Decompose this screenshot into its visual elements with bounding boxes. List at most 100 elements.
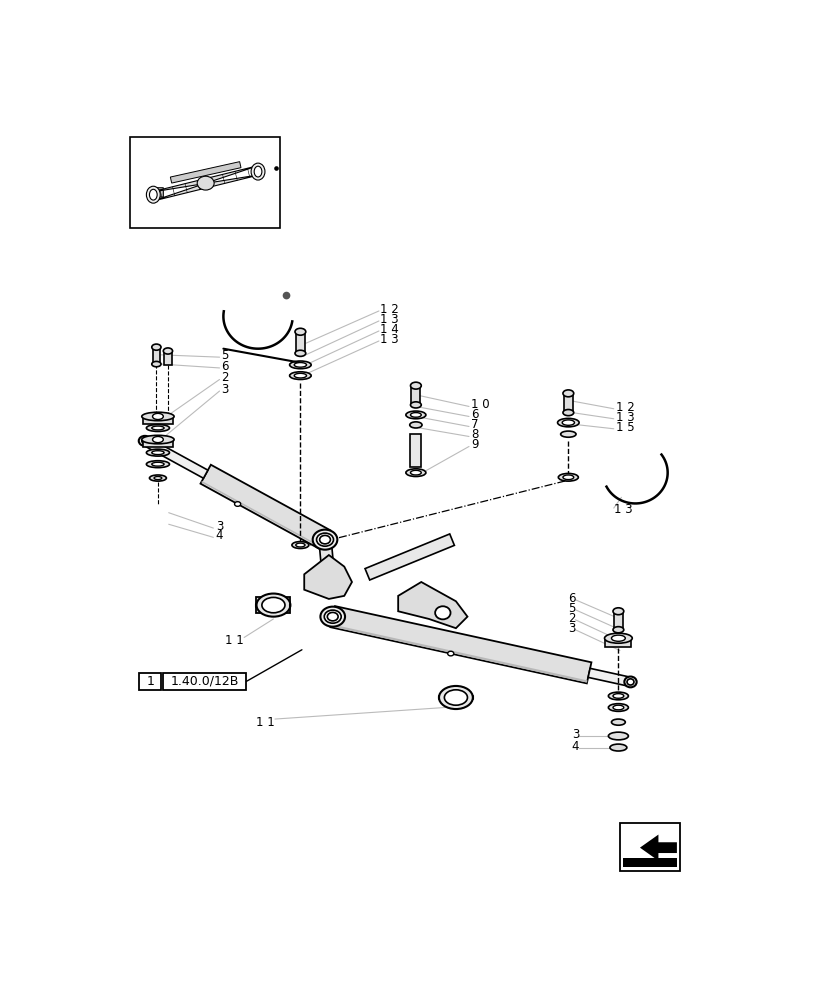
Text: 1: 1 (146, 675, 154, 688)
Ellipse shape (139, 436, 151, 446)
Bar (164, 351, 171, 365)
Text: 7: 7 (471, 418, 478, 431)
Ellipse shape (254, 166, 261, 177)
Ellipse shape (560, 431, 576, 437)
Ellipse shape (234, 502, 241, 506)
Text: 5: 5 (567, 602, 575, 615)
Ellipse shape (562, 475, 573, 480)
Bar (142, 416, 173, 424)
Ellipse shape (604, 633, 632, 643)
Text: 1 3: 1 3 (380, 313, 399, 326)
Bar (411, 386, 420, 405)
Text: 1 5: 1 5 (615, 421, 634, 434)
Ellipse shape (141, 438, 148, 444)
Ellipse shape (146, 461, 170, 468)
Ellipse shape (146, 425, 170, 431)
Ellipse shape (608, 732, 628, 740)
Text: 6: 6 (471, 408, 478, 421)
Ellipse shape (409, 422, 422, 428)
Text: 3: 3 (215, 520, 222, 533)
Ellipse shape (152, 413, 163, 420)
Ellipse shape (163, 348, 172, 354)
Ellipse shape (154, 477, 161, 480)
Bar (563, 393, 572, 413)
Ellipse shape (320, 607, 345, 627)
Ellipse shape (610, 719, 624, 725)
Polygon shape (142, 437, 208, 478)
Text: 3: 3 (221, 383, 228, 396)
Bar (142, 440, 173, 447)
Text: 1 0: 1 0 (471, 398, 490, 411)
Polygon shape (201, 481, 321, 548)
Circle shape (274, 166, 279, 171)
Ellipse shape (150, 475, 166, 481)
Ellipse shape (151, 462, 164, 466)
Text: 2: 2 (567, 612, 575, 625)
Polygon shape (148, 188, 163, 197)
Ellipse shape (405, 411, 425, 419)
Polygon shape (318, 539, 335, 583)
Ellipse shape (608, 692, 628, 700)
Ellipse shape (612, 694, 623, 698)
Text: 3: 3 (567, 622, 575, 635)
Ellipse shape (609, 744, 626, 751)
Text: 4: 4 (571, 740, 578, 753)
Ellipse shape (261, 597, 284, 613)
Ellipse shape (410, 382, 421, 389)
Ellipse shape (152, 436, 163, 443)
Ellipse shape (626, 679, 633, 685)
Bar (139, 673, 160, 690)
Polygon shape (330, 606, 590, 683)
Ellipse shape (612, 627, 623, 633)
Text: 4: 4 (215, 529, 223, 542)
Ellipse shape (197, 176, 214, 190)
Ellipse shape (557, 473, 577, 481)
Ellipse shape (435, 606, 450, 619)
Ellipse shape (624, 677, 636, 687)
Ellipse shape (151, 361, 160, 367)
Text: 1 4: 1 4 (380, 323, 399, 336)
Text: 2: 2 (221, 371, 228, 384)
Ellipse shape (444, 690, 467, 705)
Bar (622, 858, 676, 867)
Ellipse shape (319, 535, 330, 544)
Ellipse shape (610, 635, 624, 641)
Bar (619, 823, 679, 871)
Text: 8: 8 (471, 428, 478, 441)
Ellipse shape (294, 350, 305, 356)
Ellipse shape (562, 410, 573, 416)
Polygon shape (330, 624, 587, 683)
Bar (410, 434, 421, 466)
Text: 1 2: 1 2 (615, 401, 634, 414)
Bar (130, 137, 280, 228)
Text: 1.40.0/12B: 1.40.0/12B (170, 675, 239, 688)
Ellipse shape (146, 186, 160, 203)
Polygon shape (256, 597, 290, 613)
Ellipse shape (294, 328, 305, 335)
Ellipse shape (316, 533, 333, 546)
Ellipse shape (251, 163, 265, 180)
Ellipse shape (612, 705, 623, 710)
Ellipse shape (292, 542, 308, 549)
Ellipse shape (151, 344, 160, 350)
Ellipse shape (447, 651, 453, 656)
Text: 1 3: 1 3 (615, 411, 634, 424)
Bar (605, 638, 631, 647)
Ellipse shape (295, 543, 304, 547)
Ellipse shape (141, 435, 174, 444)
Ellipse shape (327, 612, 337, 621)
Text: 6: 6 (221, 360, 228, 373)
Ellipse shape (294, 363, 306, 367)
Polygon shape (587, 668, 631, 686)
Polygon shape (365, 534, 454, 580)
Ellipse shape (151, 451, 164, 455)
Ellipse shape (289, 372, 311, 379)
Ellipse shape (150, 189, 157, 200)
Ellipse shape (313, 530, 337, 550)
Text: 1 3: 1 3 (380, 333, 399, 346)
Text: 5: 5 (221, 349, 228, 362)
Ellipse shape (141, 412, 174, 421)
Ellipse shape (151, 426, 164, 430)
Ellipse shape (410, 470, 421, 475)
Bar (152, 347, 160, 364)
